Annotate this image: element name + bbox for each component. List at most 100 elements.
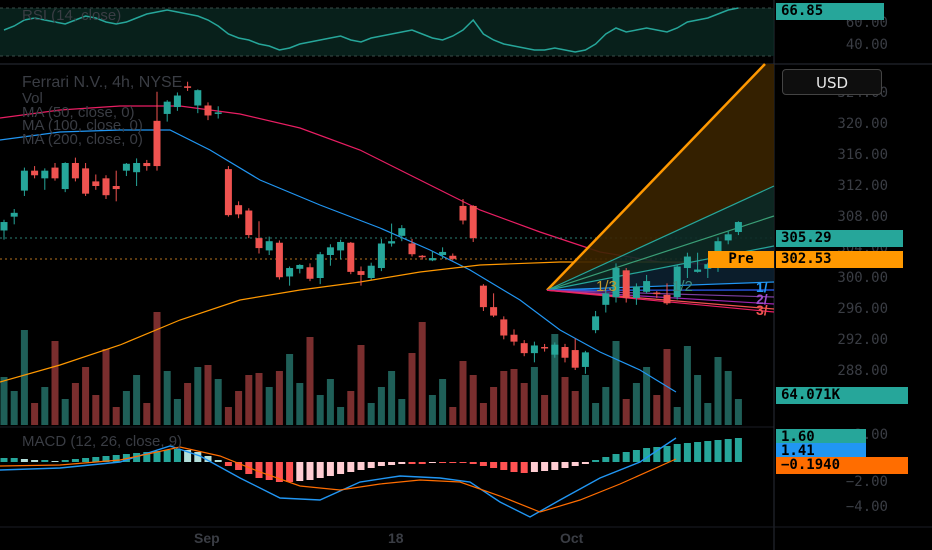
macd-histogram-bar xyxy=(153,451,161,462)
volume-bar xyxy=(418,322,426,425)
macd-histogram-bar xyxy=(102,456,110,462)
candle-body xyxy=(255,238,263,249)
candle-body xyxy=(530,345,538,354)
candle-body xyxy=(112,186,120,190)
volume-bar xyxy=(224,407,232,425)
price-tick: 308.00 xyxy=(837,209,888,225)
candle-body xyxy=(449,255,457,259)
volume-bar xyxy=(31,403,39,425)
pre-market-price-badge: 302.53 xyxy=(776,251,903,268)
volume-bar xyxy=(163,371,171,425)
macd-histogram-bar xyxy=(469,462,477,464)
macd-histogram-bar xyxy=(82,458,90,462)
volume-bar xyxy=(734,399,742,425)
time-label: Oct xyxy=(560,530,584,546)
vol-legend: Vol xyxy=(22,90,43,107)
candle-body xyxy=(571,350,579,368)
volume-bar xyxy=(245,375,253,425)
macd-histogram-bar xyxy=(265,462,273,480)
volume-bar xyxy=(377,387,385,425)
volume-bar xyxy=(469,375,477,425)
macd-histogram-bar xyxy=(673,444,681,462)
price-tick: 296.00 xyxy=(837,301,888,317)
volume-bar xyxy=(714,357,722,425)
volume-bar xyxy=(296,383,304,425)
ma50-legend: MA (50, close, 0) xyxy=(22,104,135,121)
candle-body xyxy=(724,234,732,241)
volume-bar xyxy=(102,349,110,425)
rsi-value-badge: 66.85 xyxy=(776,3,884,20)
volume-bar xyxy=(510,369,518,425)
volume-bar xyxy=(388,371,396,425)
symbol-title[interactable]: Ferrari N.V., 4h, NYSE xyxy=(22,74,183,91)
volume-bar xyxy=(571,391,579,425)
volume-bar xyxy=(275,371,283,425)
rsi-legend: RSI (14, close) xyxy=(22,7,122,24)
macd-histogram-bar xyxy=(194,452,202,462)
macd-histogram-bar xyxy=(173,449,181,462)
volume-bar xyxy=(694,375,702,425)
candle-body xyxy=(469,205,477,239)
volume-bar xyxy=(133,375,141,425)
macd-histogram-bar xyxy=(326,462,334,476)
macd-histogram-bar xyxy=(398,462,406,464)
macd-histogram-bar xyxy=(31,460,39,462)
candle-body xyxy=(439,251,447,255)
candle-body xyxy=(20,170,28,191)
macd-histogram-bar xyxy=(724,439,732,462)
candle-body xyxy=(306,267,314,279)
rsi-tick: 40.00 xyxy=(845,37,888,53)
macd-histogram-bar xyxy=(581,462,589,464)
currency-button[interactable]: USD xyxy=(782,69,882,95)
volume-bar xyxy=(653,395,661,425)
fib-fan-label: 1/2 xyxy=(672,278,693,295)
candle-body xyxy=(367,265,375,278)
volume-bar xyxy=(41,387,49,425)
macd-histogram-bar xyxy=(571,462,579,466)
candle-body xyxy=(92,181,100,186)
price-tick: 312.00 xyxy=(837,178,888,194)
macd-histogram-bar xyxy=(479,462,487,466)
volume-bar xyxy=(643,367,651,425)
candle-body xyxy=(286,268,294,277)
macd-histogram-bar xyxy=(235,462,243,470)
candle-body xyxy=(153,120,161,167)
volume-bar xyxy=(153,312,161,425)
candle-body xyxy=(602,293,610,305)
fib-fan-line xyxy=(546,185,775,291)
macd-histogram-bar xyxy=(92,457,100,462)
candle-body xyxy=(265,241,273,251)
macd-histogram-bar xyxy=(163,450,171,462)
macd-histogram-bar xyxy=(20,459,28,462)
volume-bar xyxy=(112,407,120,425)
volume-bar xyxy=(459,361,467,425)
volume-value-badge: 64.071K xyxy=(776,387,908,404)
fib-side-label: 1/ xyxy=(756,279,768,295)
volume-bar xyxy=(122,391,130,425)
fib-side-label: 2/ xyxy=(756,291,768,307)
macd-histogram-bar xyxy=(561,462,569,468)
volume-bar xyxy=(561,377,569,425)
volume-bar xyxy=(337,407,345,425)
time-label: 18 xyxy=(388,530,404,546)
macd-histogram-bar xyxy=(388,462,396,465)
candle-body xyxy=(0,222,8,231)
candle-body xyxy=(275,242,283,278)
candle-body xyxy=(61,163,69,190)
candle-body xyxy=(622,270,630,298)
macd-histogram-bar xyxy=(612,454,620,462)
price-tick: 320.00 xyxy=(837,116,888,132)
candle-body xyxy=(408,243,416,255)
macd-histogram-bar xyxy=(714,440,722,462)
candle-body xyxy=(326,247,334,255)
macd-histogram-bar xyxy=(316,462,324,478)
volume-bar xyxy=(194,367,202,425)
volume-bar xyxy=(255,373,263,425)
candle-body xyxy=(632,286,640,298)
fib-fan-line xyxy=(546,289,775,298)
volume-bar xyxy=(316,395,324,425)
macd-histogram-bar xyxy=(112,455,120,462)
volume-bar xyxy=(541,395,549,425)
